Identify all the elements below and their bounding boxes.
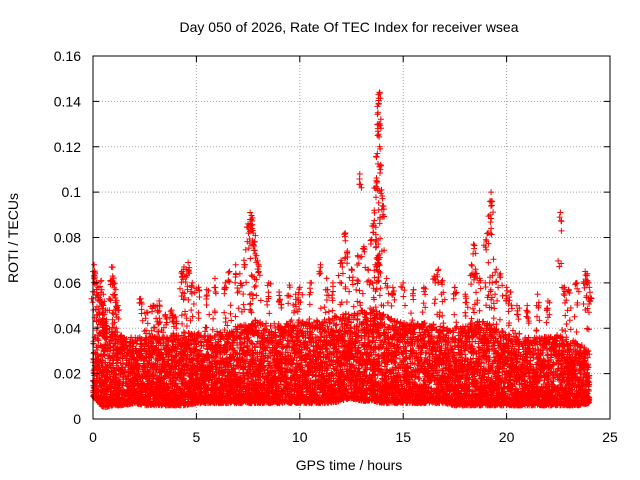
chart-title: Day 050 of 2026, Rate Of TEC Index for r… [179, 19, 518, 35]
data-point [91, 385, 98, 392]
data-point [94, 397, 101, 404]
data-point [104, 403, 111, 410]
data-point [113, 398, 120, 405]
data-point [345, 311, 352, 318]
data-point [104, 400, 111, 407]
data-point [117, 378, 124, 385]
data-point [126, 349, 133, 356]
data-point [100, 399, 107, 406]
data-point [121, 398, 128, 405]
data-point [124, 346, 131, 353]
data-point [110, 385, 117, 392]
data-point [121, 369, 128, 376]
data-point [123, 376, 130, 383]
data-point [120, 339, 127, 346]
data-point [112, 350, 119, 357]
data-point [111, 340, 118, 347]
data-point [126, 396, 133, 403]
data-point [126, 342, 133, 349]
data-point [114, 380, 121, 387]
data-point [125, 372, 132, 379]
data-points [88, 89, 595, 411]
data-point [106, 340, 113, 347]
data-point [93, 356, 100, 363]
data-point [128, 353, 135, 360]
data-point [104, 333, 111, 340]
data-point [121, 344, 128, 351]
data-point [91, 366, 98, 373]
data-point [95, 359, 102, 366]
data-point [102, 373, 109, 380]
data-point [97, 392, 104, 399]
data-point [108, 389, 115, 396]
data-point [123, 355, 130, 362]
data-point [113, 362, 120, 369]
data-point [108, 368, 115, 375]
data-point [118, 402, 125, 409]
data-point [110, 343, 117, 350]
data-point [106, 361, 113, 368]
data-point [126, 385, 133, 392]
data-point [102, 391, 109, 398]
data-point [104, 348, 111, 355]
data-point [107, 344, 114, 351]
data-point [113, 357, 120, 364]
data-point [111, 332, 118, 339]
data-point [119, 360, 126, 367]
data-point [102, 378, 109, 385]
data-point [121, 336, 128, 343]
data-point [90, 350, 97, 357]
data-point [113, 366, 120, 373]
data-point [121, 399, 128, 406]
data-point [125, 362, 132, 369]
data-point [122, 391, 129, 397]
data-point [115, 389, 122, 396]
data-point [93, 379, 100, 386]
data-point [111, 390, 118, 397]
data-point [107, 355, 114, 362]
data-point [94, 352, 101, 359]
data-point [127, 340, 134, 347]
data-point [102, 366, 109, 373]
data-point [102, 388, 109, 395]
data-point [94, 346, 101, 353]
data-point [114, 401, 121, 408]
data-point [102, 359, 109, 366]
data-point [94, 388, 101, 395]
data-point [122, 364, 129, 371]
data-point [125, 401, 132, 408]
data-point [93, 344, 100, 351]
data-point [109, 360, 116, 367]
